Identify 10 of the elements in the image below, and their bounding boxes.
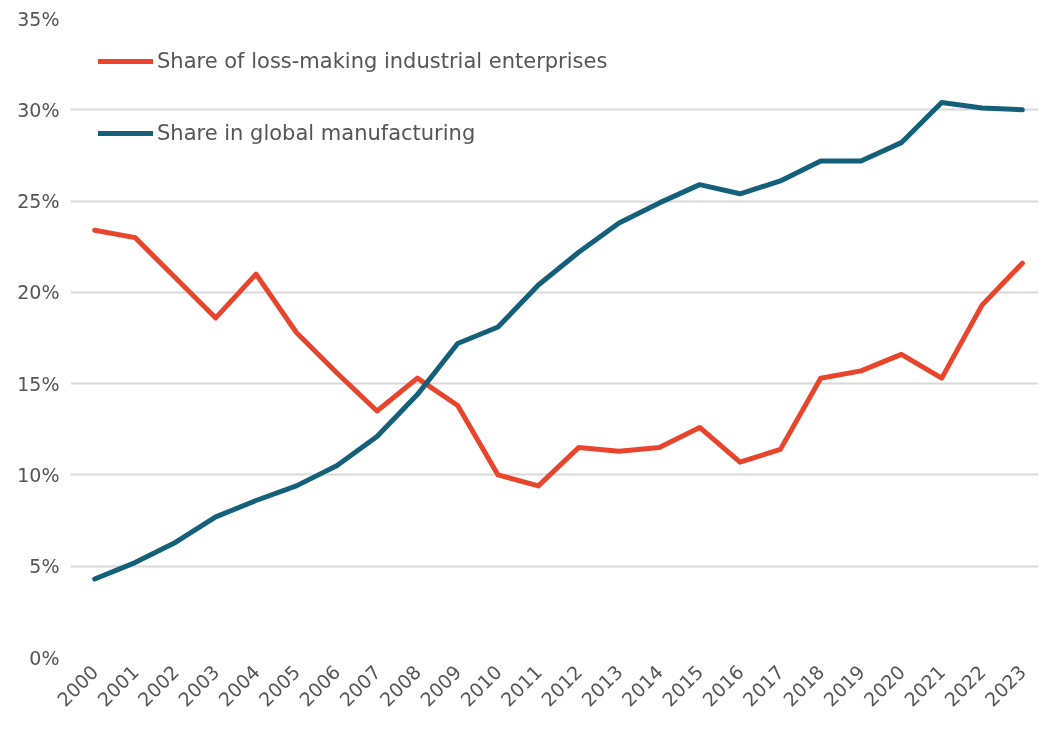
y-tick-label: 30% [17, 98, 60, 121]
y-tick-label: 15% [17, 372, 60, 395]
y-tick-label: 0% [29, 646, 60, 669]
y-tick-label: 25% [17, 190, 60, 213]
legend-label: Share in global manufacturing [157, 121, 476, 145]
legend-label: Share of loss-making industrial enterprises [157, 49, 608, 73]
y-tick-label: 20% [17, 281, 60, 304]
y-tick-label: 10% [17, 463, 60, 486]
y-tick-label: 35% [17, 7, 60, 30]
y-tick-label: 5% [29, 555, 60, 578]
